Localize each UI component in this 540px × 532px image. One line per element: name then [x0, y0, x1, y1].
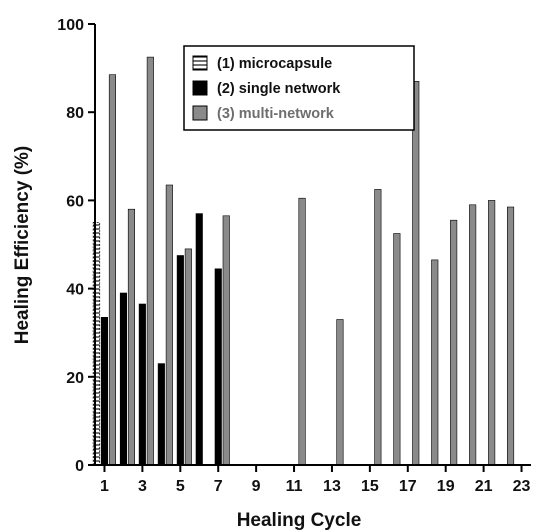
x-axis-title: Healing Cycle: [237, 510, 362, 531]
bar-s2-x6: [195, 213, 203, 466]
bar-s3-x13: [336, 319, 344, 466]
x-tick-label-19: 19: [437, 478, 455, 495]
y-tick-label-20: 20: [66, 370, 84, 387]
axes-layer: [94, 24, 531, 466]
legend-label-3: (3) multi-network: [217, 106, 335, 122]
x-tick-label-17: 17: [399, 478, 417, 495]
legend-swatch-1: [192, 55, 208, 71]
bar-s2-x4: [157, 363, 165, 466]
y-tick-label-0: 0: [75, 458, 84, 475]
legend-label-2: (2) single network: [217, 81, 341, 97]
bar-s3-x20: [469, 204, 477, 466]
bar-s2-x2: [119, 292, 127, 466]
x-tick-label-3: 3: [138, 478, 147, 495]
y-axis-title: Healing Efficiency (%): [12, 146, 33, 345]
x-tick-label-21: 21: [475, 478, 493, 495]
x-tick-label-7: 7: [214, 478, 223, 495]
x-tick-label-11: 11: [286, 478, 303, 495]
x-tick-label-13: 13: [323, 478, 341, 495]
y-tick-label-40: 40: [66, 282, 84, 299]
bar-s3-x2: [127, 208, 135, 466]
legend-swatch-3: [192, 105, 208, 121]
bar-s2-x5: [176, 255, 184, 466]
legend-box: [183, 45, 415, 131]
x-tick-label-1: 1: [100, 478, 109, 495]
bar-s2-x1: [100, 316, 108, 466]
bar-s3-x16: [393, 233, 401, 466]
bar-s3-x1: [108, 74, 116, 466]
bar-s3-x3: [146, 56, 154, 466]
bar-s3-x17: [412, 81, 420, 466]
bar-s3-x7: [222, 215, 230, 466]
x-tick-label-9: 9: [252, 478, 261, 495]
legend-swatch-2: [192, 80, 208, 96]
bar-s2-x3: [138, 303, 146, 466]
bar-s3-x21: [488, 200, 496, 466]
x-tick-label-5: 5: [176, 478, 185, 495]
bar-s3-x5: [184, 248, 192, 466]
bar-s3-x18: [431, 259, 439, 466]
x-tick-label-23: 23: [513, 478, 531, 495]
legend: (1) microcapsule (2) single network (3) mu…: [183, 45, 415, 131]
bar-s2-x7: [214, 268, 222, 466]
bar-s3-x22: [506, 206, 515, 466]
bar-s3-x4: [165, 184, 173, 466]
x-tick-label-15: 15: [361, 478, 379, 495]
legend-label-1: (1) microcapsule: [217, 56, 332, 72]
bar-s3-x19: [450, 219, 458, 466]
bar-s3-x11: [298, 197, 306, 466]
y-tick-label-60: 60: [66, 193, 84, 210]
y-tick-label-80: 80: [66, 105, 84, 122]
y-tick-label-100: 100: [57, 17, 84, 34]
bar-s3-x15: [374, 189, 382, 466]
